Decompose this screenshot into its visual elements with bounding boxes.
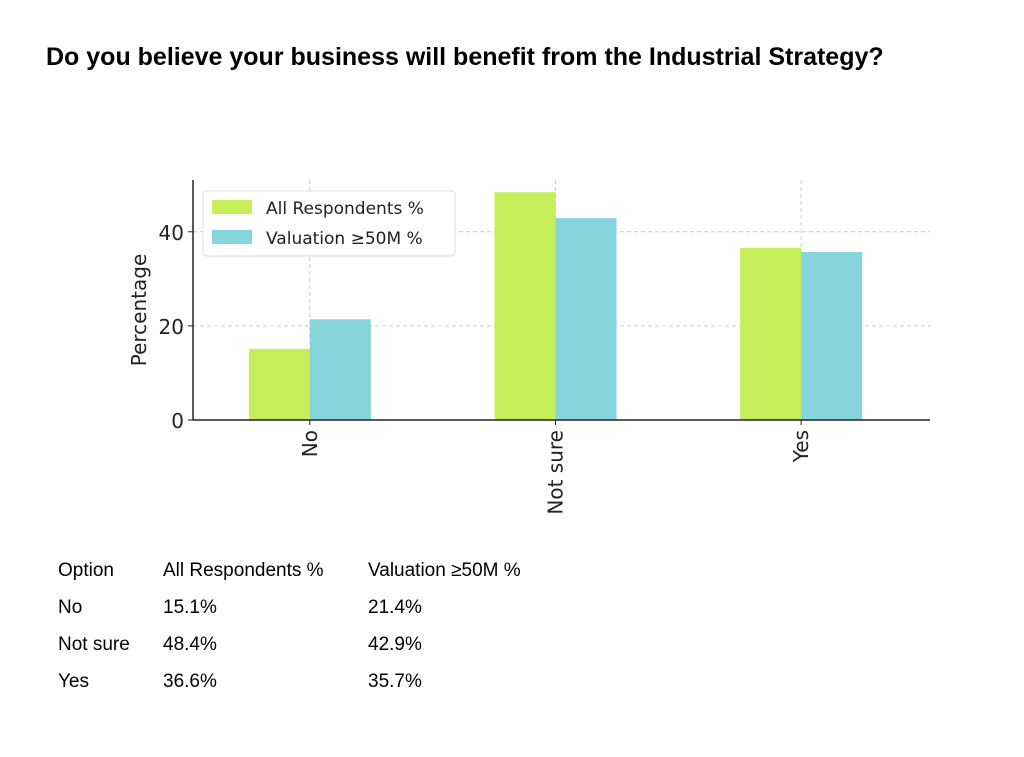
bar-no-series-1 [248,348,310,420]
legend-label: Valuation ≥50M % [266,229,423,249]
header-cell: All Respondents % [163,559,324,581]
table-cell: 15.1% [163,596,217,618]
legend-label: All Respondents % [266,199,424,219]
bar-chart: 0 20 40 No Not sure Yes Percentage All Responde… [127,180,930,515]
y-tick-label: 20 [159,315,184,339]
table-header-row: Option All Respondents % Valuation ≥50M … [48,552,531,589]
table-row: Not sure 48.4% 42.9% [48,626,531,663]
bar-not-sure-series-1 [494,192,556,420]
table-cell: Not sure [58,633,130,655]
bar-not-sure-series-2 [555,218,617,420]
table-cell: 21.4% [368,596,422,618]
header-cell: Option [58,559,114,581]
x-tick-label: No [298,430,322,457]
x-tick-label: Not sure [544,430,568,515]
table-cell: Yes [58,670,89,692]
bar-yes-series-1 [740,247,802,420]
y-tick-label: 0 [171,409,184,433]
table-cell: 35.7% [368,670,422,692]
data-table: Option All Respondents % Valuation ≥50M … [48,552,531,700]
y-axis-label: Percentage [127,254,151,367]
table-row: Yes 36.6% 35.7% [48,663,531,700]
y-tick-label: 40 [159,221,184,245]
bar-no-series-2 [309,319,371,420]
bar-yes-series-2 [801,252,863,420]
x-tick-label: Yes [789,430,813,463]
table-cell: 36.6% [163,670,217,692]
table-cell: 42.9% [368,633,422,655]
table-row: No 15.1% 21.4% [48,589,531,626]
legend-swatch [212,230,252,244]
page-title: Do you believe your business will benefi… [46,43,884,71]
table-cell: No [58,596,83,618]
legend-box [202,190,456,257]
header-cell: Valuation ≥50M % [368,559,521,581]
legend-swatch [212,200,252,214]
table-cell: 48.4% [163,633,217,655]
